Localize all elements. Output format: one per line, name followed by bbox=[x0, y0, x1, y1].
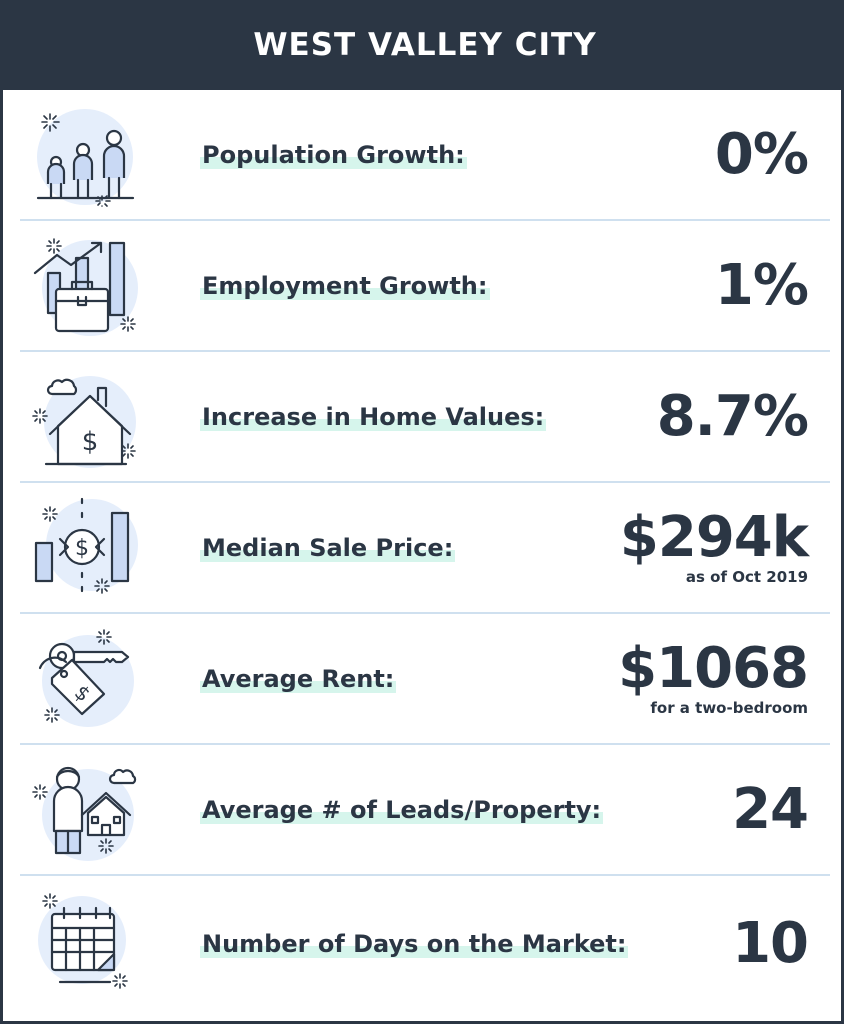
person-house-icon bbox=[32, 766, 137, 861]
key-price-tag-icon: $ bbox=[38, 629, 134, 727]
stat-value-box: 24 bbox=[732, 776, 809, 842]
stat-row-employment-growth: Employment Growth: 1% bbox=[20, 221, 830, 352]
stats-list: Population Growth: 0% Employment Growth:… bbox=[20, 90, 830, 1012]
stat-value: $294k bbox=[619, 504, 809, 570]
stat-value: 1% bbox=[714, 252, 809, 318]
stat-value-box: 0% bbox=[714, 121, 809, 187]
calendar-icon bbox=[38, 893, 128, 989]
stat-label: Increase in Home Values: bbox=[200, 402, 547, 431]
stat-value-box: 10 bbox=[732, 911, 809, 976]
people-icon bbox=[36, 109, 135, 207]
stat-value: $1068 bbox=[618, 635, 809, 701]
briefcase-growth-chart-icon bbox=[33, 238, 138, 336]
bar-chart-dollar-icon: $ bbox=[34, 497, 138, 597]
stat-label: Number of Days on the Market: bbox=[200, 930, 629, 958]
stat-row-median-sale-price: $ Median Sale Price: $294k as of Oct 201… bbox=[20, 483, 830, 614]
stat-label: Average # of Leads/Property: bbox=[200, 795, 604, 824]
stat-row-days-on-market: Number of Days on the Market: 10 bbox=[20, 876, 830, 1012]
house-dollar-icon: $ bbox=[32, 376, 136, 468]
stat-value-box: 8.7% bbox=[656, 383, 809, 449]
page-title: WEST VALLEY CITY bbox=[253, 27, 597, 63]
stat-label: Median Sale Price: bbox=[200, 533, 456, 562]
stat-label: Population Growth: bbox=[200, 140, 467, 169]
stat-row-home-values: $ Increase in Home Values: 8.7% bbox=[20, 352, 830, 483]
stat-note: for a two-bedroom bbox=[650, 698, 808, 717]
stat-value: 24 bbox=[732, 776, 809, 842]
stat-value-box: $1068 for a two-bedroom bbox=[618, 635, 809, 717]
stat-row-population-growth: Population Growth: 0% bbox=[20, 90, 830, 221]
stat-note: as of Oct 2019 bbox=[685, 567, 808, 586]
stat-row-average-rent: $ Average Rent: $1068 for a two-bedroom bbox=[20, 614, 830, 745]
stat-label: Employment Growth: bbox=[200, 271, 490, 300]
stat-label: Average Rent: bbox=[200, 664, 397, 693]
stat-row-leads-per-property: Average # of Leads/Property: 24 bbox=[20, 745, 830, 876]
stat-value: 10 bbox=[732, 911, 809, 976]
stat-value: 8.7% bbox=[656, 383, 809, 449]
header-bar: WEST VALLEY CITY bbox=[3, 0, 844, 90]
stat-value: 0% bbox=[714, 121, 809, 187]
stat-value-box: 1% bbox=[714, 252, 809, 318]
svg-text:$: $ bbox=[82, 427, 99, 457]
svg-text:$: $ bbox=[75, 536, 89, 561]
stat-value-box: $294k as of Oct 2019 bbox=[619, 504, 809, 586]
